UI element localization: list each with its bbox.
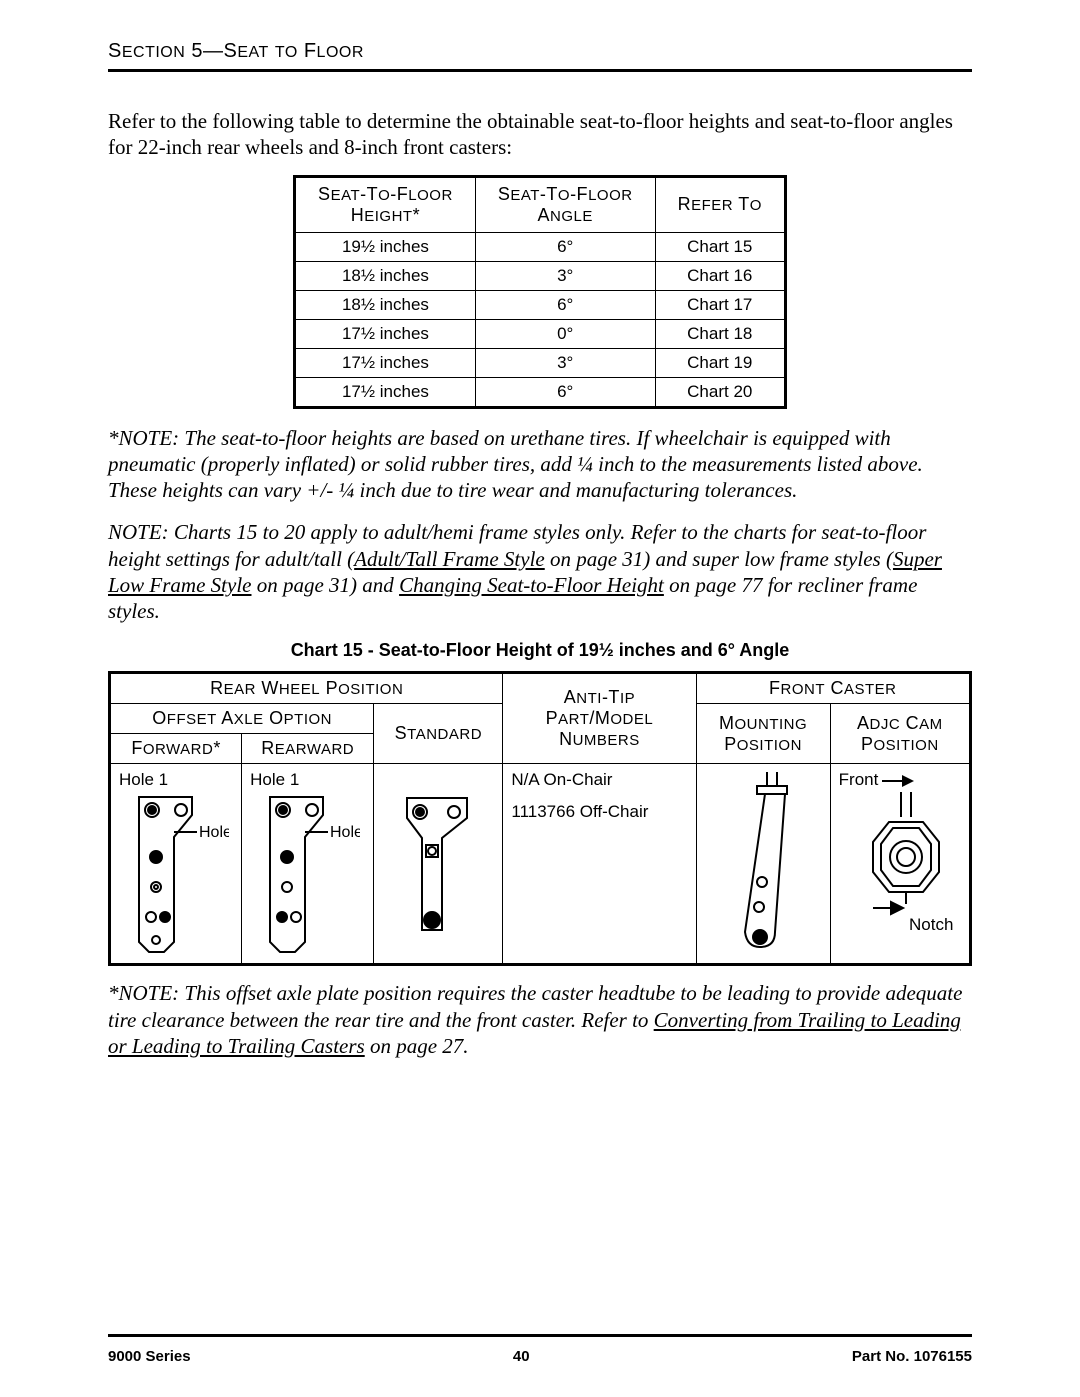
t1-cell: 19½ inches <box>295 232 476 261</box>
t1-cell: Chart 16 <box>655 261 785 290</box>
rearward-diagram-cell: Hole 1 Hole 3 <box>242 764 374 965</box>
t2-h-adj: ADJC CAMPOSITION <box>830 704 970 764</box>
t1-cell: 6° <box>475 290 655 319</box>
footer-page-number: 40 <box>513 1348 530 1365</box>
t1-cell: 18½ inches <box>295 261 476 290</box>
anti-tip-offchair: 1113766 Off-Chair <box>511 802 687 822</box>
t2-h-rear: REAR WHEEL POSITION <box>110 673 503 704</box>
t2-h-mount: MOUNTINGPOSITION <box>696 704 830 764</box>
adjcam-front-label: Front <box>839 770 879 790</box>
offset-axle-forward-icon: Hole 3 <box>119 792 229 957</box>
seat-to-floor-table: SEAT-TO-FLOORHEIGHT* SEAT-TO-FLOORANGLE … <box>293 175 787 409</box>
page-footer: 9000 Series 40 Part No. 1076155 <box>108 1348 972 1365</box>
t1-cell: Chart 20 <box>655 377 785 407</box>
offset-axle-rearward-icon: Hole 3 <box>250 792 360 957</box>
chart-15-table: REAR WHEEL POSITION ANTI-TIPPART/MODELNU… <box>108 671 972 966</box>
note-2: NOTE: Charts 15 to 20 apply to adult/hem… <box>108 519 972 624</box>
section-header-text: SECTION 5—SEAT TO FLOOR <box>108 40 364 62</box>
t1-cell: 17½ inches <box>295 319 476 348</box>
note3-b: on page 27. <box>365 1034 469 1058</box>
note-1: *NOTE: The seat-to-floor heights are bas… <box>108 425 972 504</box>
footer-series: 9000 Series <box>108 1348 191 1365</box>
t1-body: 19½ inches6°Chart 15 18½ inches3°Chart 1… <box>295 232 786 407</box>
caster-mount-icon <box>705 772 820 957</box>
rearward-hole1-label: Hole 1 <box>250 770 299 789</box>
adjcam-diagram-cell: Front Notch <box>830 764 970 965</box>
t1-cell: 6° <box>475 232 655 261</box>
mounting-diagram-cell <box>696 764 830 965</box>
intro-paragraph: Refer to the following table to determin… <box>108 108 972 161</box>
t1-cell: Chart 19 <box>655 348 785 377</box>
note2-link3[interactable]: Changing Seat-to-Floor Height <box>399 573 664 597</box>
t1-cell: 0° <box>475 319 655 348</box>
note2-b: on page 31) and super low frame styles ( <box>545 547 893 571</box>
t1-cell: 3° <box>475 261 655 290</box>
t1-cell: 3° <box>475 348 655 377</box>
note-3: *NOTE: This offset axle plate position r… <box>108 980 972 1059</box>
forward-hole1-label: Hole 1 <box>119 770 168 789</box>
t1-cell: Chart 18 <box>655 319 785 348</box>
anti-tip-cell: N/A On-Chair 1113766 Off-Chair <box>503 764 696 965</box>
note2-link1[interactable]: Adult/Tall Frame Style <box>354 547 545 571</box>
anti-tip-onchair: N/A On-Chair <box>511 770 687 790</box>
section-header: SECTION 5—SEAT TO FLOOR <box>108 40 972 72</box>
forward-diagram-cell: Hole 1 Hole 3 <box>110 764 242 965</box>
t1-cell: Chart 15 <box>655 232 785 261</box>
t2-h-rearward: REARWARD <box>242 734 374 764</box>
t2-h-standard: STANDARD <box>374 704 503 764</box>
t1-cell: 6° <box>475 377 655 407</box>
arrow-right-icon <box>882 774 914 788</box>
t1-header-refer: REFER TO <box>655 176 785 232</box>
adj-cam-icon: Notch <box>839 792 959 942</box>
t1-cell: 17½ inches <box>295 348 476 377</box>
t2-h-offset: OFFSET AXLE OPTION <box>110 704 374 734</box>
forward-hole3-label: Hole 3 <box>199 824 229 841</box>
rearward-hole3-label: Hole 3 <box>330 824 360 841</box>
adjcam-notch-label: Notch <box>909 915 953 934</box>
t2-h-caster: FRONT CASTER <box>696 673 971 704</box>
t2-h-anti: ANTI-TIPPART/MODELNUMBERS <box>503 673 696 764</box>
chart-15-caption: Chart 15 - Seat-to-Floor Height of 19½ i… <box>108 640 972 661</box>
t1-cell: Chart 17 <box>655 290 785 319</box>
footer-rule <box>108 1334 972 1337</box>
footer-partno: Part No. 1076155 <box>852 1348 972 1365</box>
note2-c: on page 31) and <box>251 573 399 597</box>
t2-h-forward: FORWARD* <box>110 734 242 764</box>
t1-cell: 18½ inches <box>295 290 476 319</box>
t1-header-angle: SEAT-TO-FLOORANGLE <box>475 176 655 232</box>
t1-header-height: SEAT-TO-FLOORHEIGHT* <box>295 176 476 232</box>
standard-diagram-cell <box>374 764 503 965</box>
t1-cell: 17½ inches <box>295 377 476 407</box>
standard-axle-icon <box>382 790 492 945</box>
